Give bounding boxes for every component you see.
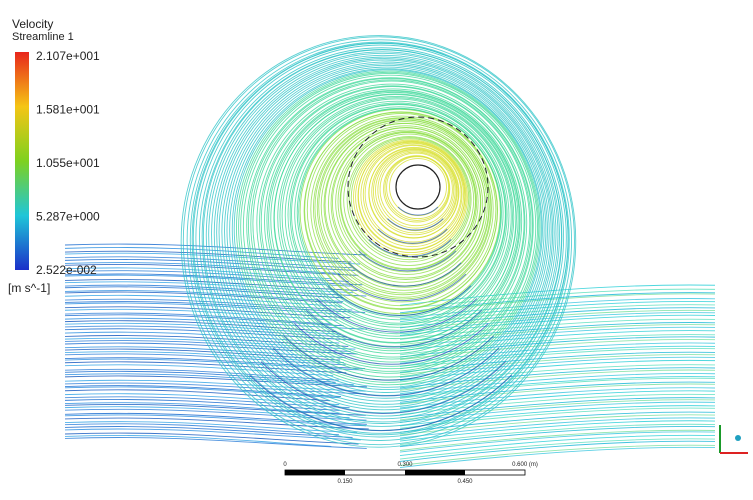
hub bbox=[396, 165, 440, 209]
legend-label: 2.107e+001 bbox=[36, 49, 100, 63]
scale-label: 0.150 bbox=[337, 479, 353, 485]
legend-subtitle: Streamline 1 bbox=[12, 31, 74, 43]
legend-title: Velocity bbox=[12, 17, 53, 31]
legend-label: 5.287e+000 bbox=[36, 210, 100, 224]
scale-label: 0.450 bbox=[457, 479, 473, 485]
scale-segment bbox=[285, 470, 345, 475]
scale-label: 0.300 bbox=[397, 462, 413, 468]
legend-unit: [m s^-1] bbox=[8, 281, 50, 295]
legend-label: 2.522e-002 bbox=[36, 263, 97, 277]
triad-z bbox=[735, 435, 741, 441]
scale-segment bbox=[405, 470, 465, 475]
cfd-view: Velocity Streamline 1 2.107e+001 1.581e+0… bbox=[0, 0, 753, 495]
scale-label: 0.600 (m) bbox=[512, 462, 538, 468]
colorbar bbox=[15, 52, 29, 270]
legend-label: 1.055e+001 bbox=[36, 156, 100, 170]
legend-label: 1.581e+001 bbox=[36, 103, 100, 117]
